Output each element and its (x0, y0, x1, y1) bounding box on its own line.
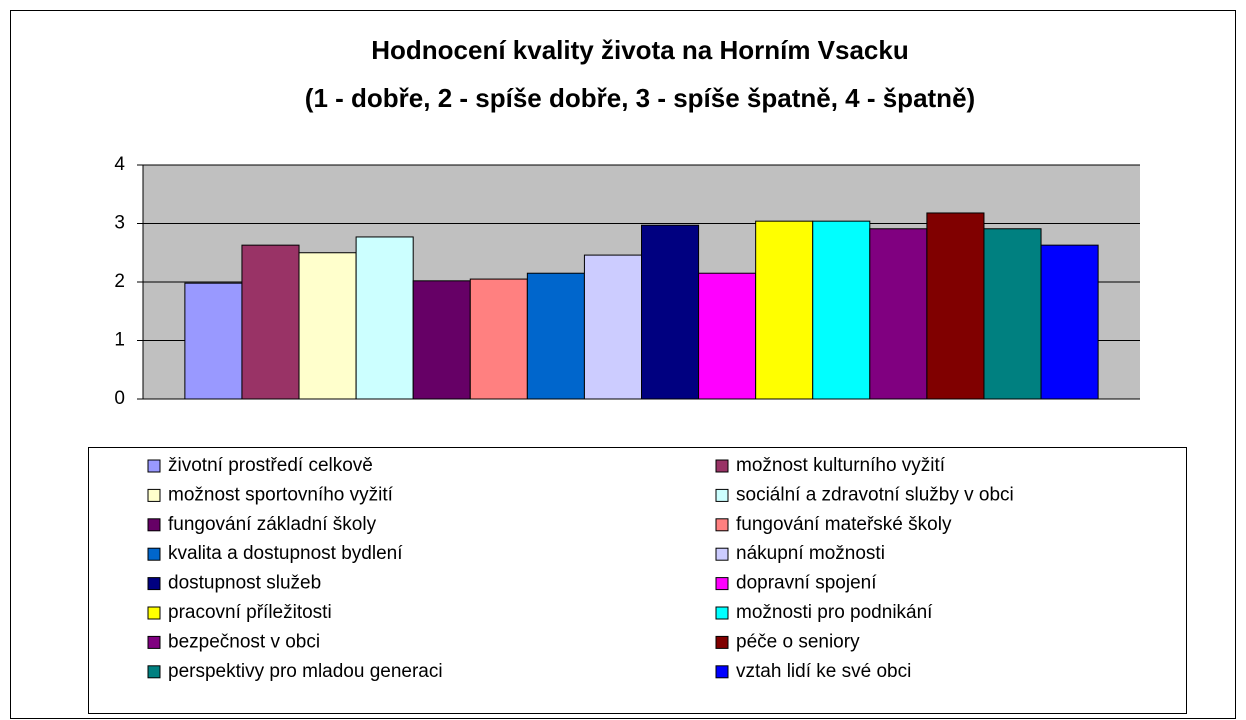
chart-title: Hodnocení kvality života na Horním Vsack… (371, 35, 908, 65)
bar (412, 280, 471, 400)
legend-swatch (715, 606, 729, 620)
legend-label: fungování základní školy (168, 514, 377, 535)
y-tick-label: 2 (114, 271, 125, 292)
legend-label: nákupní možnosti (736, 543, 885, 564)
legend-swatch (715, 577, 729, 591)
y-tick-label: 1 (114, 330, 125, 351)
legend-swatch (715, 665, 729, 679)
legend-swatch (147, 606, 161, 620)
bar (755, 220, 814, 400)
legend-swatch (715, 547, 729, 561)
legend-label: perspektivy pro mladou generaci (168, 661, 443, 682)
legend-label: možnosti pro podnikání (736, 602, 933, 623)
bar (698, 272, 757, 400)
legend-swatch (715, 459, 729, 473)
bar (184, 282, 243, 400)
legend-swatch (147, 459, 161, 473)
legend-swatch (715, 518, 729, 532)
legend-swatch (715, 488, 729, 502)
bar (355, 236, 414, 400)
bar (641, 224, 700, 400)
legend-label: pracovní příležitosti (168, 602, 332, 623)
legend-label: sociální a zdravotní služby v obci (736, 484, 1014, 505)
y-tick-label: 4 (114, 154, 125, 175)
y-tick-label: 3 (114, 213, 125, 234)
legend-label: dopravní spojení (736, 573, 877, 594)
legend-swatch (715, 635, 729, 649)
bar (583, 254, 643, 400)
legend-label: fungování mateřské školy (736, 514, 952, 535)
bar (1040, 244, 1099, 400)
legend-swatch (147, 547, 161, 561)
bar (298, 252, 357, 400)
legend-label: dostupnost služeb (168, 573, 321, 594)
bar (869, 228, 928, 400)
legend-swatch (147, 488, 161, 502)
legend-swatch (147, 518, 161, 532)
bar (983, 228, 1042, 400)
legend (88, 447, 1187, 714)
legend-label: bezpečnost v obci (168, 631, 320, 652)
y-tick-label: 0 (114, 388, 125, 409)
legend-swatch (147, 577, 161, 591)
chart-subtitle: (1 - dobře, 2 - spíše dobře, 3 - spíše š… (305, 83, 975, 113)
legend-label: péče o seniory (736, 631, 860, 652)
legend-label: možnost sportovního vyžití (168, 484, 394, 505)
bar (526, 272, 585, 400)
legend-swatch (147, 635, 161, 649)
legend-label: možnost kulturního vyžití (736, 455, 946, 476)
legend-label: kvalita a dostupnost bydlení (168, 543, 403, 564)
legend-label: životní prostředí celkově (168, 455, 373, 476)
bar (241, 244, 300, 400)
legend-label: vztah lidí ke své obci (736, 661, 911, 682)
bar (469, 278, 528, 400)
legend-swatch (147, 665, 161, 679)
bar (812, 220, 871, 400)
bar (926, 212, 985, 400)
